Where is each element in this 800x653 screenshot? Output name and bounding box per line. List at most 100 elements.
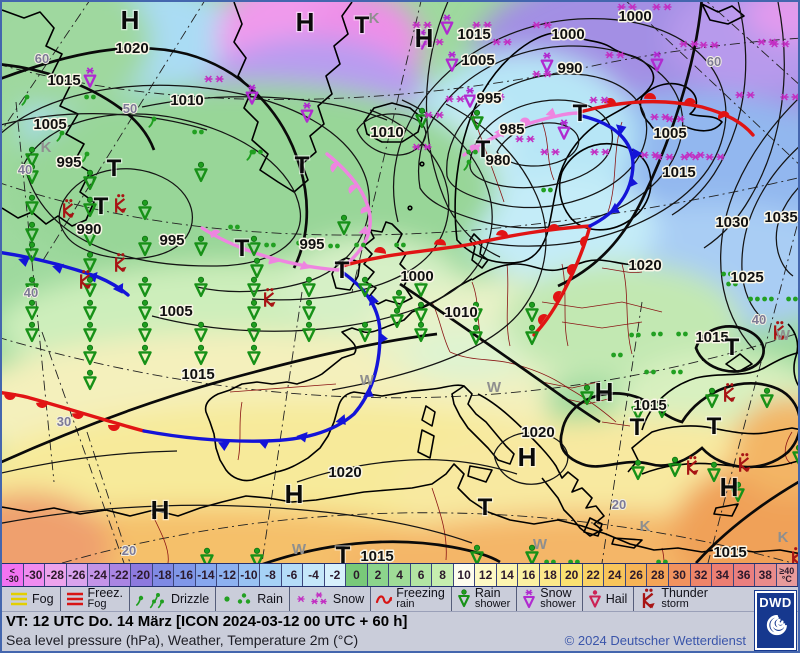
snow-icon: [296, 591, 328, 605]
legend-item-thunderstorm: Thunder storm: [634, 587, 714, 611]
scale-cell: 28: [647, 564, 669, 586]
legend-item-freezing-fog: Freez. Fog: [61, 587, 130, 611]
freezing-rain-icon: [376, 595, 394, 604]
scale-cell: -20: [131, 564, 153, 586]
pressure-label: 995: [299, 236, 324, 253]
pressure-label: 980: [485, 152, 510, 169]
pressure-label: 1015: [662, 164, 695, 181]
scale-cell: < -30: [2, 564, 24, 586]
legend-item-drizzle: Drizzle: [130, 587, 217, 611]
scale-cell: 14: [496, 564, 519, 586]
pressure-label: 995: [159, 232, 184, 249]
scale-cell: -22: [109, 564, 132, 586]
scale-cell: 4: [389, 564, 411, 586]
pressure-label: 1005: [461, 52, 494, 69]
freezing-fog-icon: [65, 592, 84, 606]
airmass-label: K: [778, 529, 789, 546]
airmass-label: K: [640, 518, 651, 535]
scale-cell: 2: [367, 564, 390, 586]
map-labels: 1020 1015 1010 1005 995 990 995 995 1000 1010 1005…: [17, 4, 798, 563]
pressure-label: 1015: [713, 544, 746, 561]
scale-cell: -10: [238, 564, 261, 586]
scale-cell: 18: [539, 564, 562, 586]
scale-cell: 38: [755, 564, 777, 586]
graticule-label: 60: [35, 51, 49, 66]
graticule-label: 40: [24, 285, 38, 300]
dwd-logo-text: DWD: [759, 595, 792, 610]
legend-item-hail: Hail: [583, 587, 635, 611]
high-center-label: H: [296, 7, 315, 37]
rain-shower-icon: [457, 588, 470, 608]
pressure-label: 1015: [633, 397, 666, 414]
pressure-label: 1020: [328, 464, 361, 481]
thunderstorm-icon: [643, 587, 657, 610]
legend-label: Hail: [605, 591, 628, 606]
airmass-label: W: [533, 536, 548, 553]
isobars-main: [2, 2, 798, 563]
airmass-label: K: [41, 139, 52, 156]
high-center-label: H: [151, 495, 170, 525]
valid-time-line: VT: 12 UTC Do. 14 März [ICON 2024-03-12 …: [6, 613, 408, 630]
legend-item-freezing-rain: Freezing rain: [371, 587, 452, 611]
airmass-label: W: [776, 327, 791, 344]
legend-item-snow-shower: Snow shower: [517, 587, 583, 611]
low-center-label: T: [725, 334, 740, 361]
pressure-label: 995: [56, 154, 81, 171]
parameter-line: Sea level pressure (hPa), Weather, Tempe…: [2, 631, 798, 651]
weather-legend: Fog Freez. Fog Drizzle Rain Snow Freezing…: [2, 587, 798, 612]
scale-cell: 0: [346, 564, 368, 586]
legend-label: Rain shower: [474, 586, 511, 610]
graticule-label: 50: [123, 101, 137, 116]
low-center-label: T: [707, 413, 722, 440]
legend-label: Thunder storm: [661, 586, 708, 610]
graticule-label: 20: [612, 497, 626, 512]
fronts: [2, 93, 755, 451]
pressure-label: 995: [476, 90, 501, 107]
pressure-label: 1015: [695, 329, 728, 346]
pressure-label: 1005: [33, 116, 66, 133]
high-center-label: H: [720, 472, 739, 502]
graticule-label: 40: [18, 162, 32, 177]
legend-label: Rain: [257, 591, 283, 606]
pressure-label: 1000: [551, 26, 584, 43]
airmass-label: K: [369, 10, 380, 27]
scale-cell: 30: [668, 564, 691, 586]
low-center-label: T: [235, 235, 250, 262]
low-center-label: T: [107, 155, 122, 182]
info-panel: < -30 -30 -28 -26 -24 -22 -20 -18 -16 -14 -12 -10 -8-…: [2, 564, 798, 651]
low-center-label: T: [94, 193, 109, 220]
dwd-spiral-icon: [766, 615, 787, 636]
pressure-label: 1005: [159, 303, 192, 320]
scale-cell: -28: [45, 564, 67, 586]
temperature-scale: < -30 -30 -28 -26 -24 -22 -20 -18 -16 -14 -12 -10 -8-…: [2, 564, 798, 587]
occluded-front-symbols: [210, 107, 557, 270]
dwd-logo: DWD: [754, 590, 797, 651]
scale-cell: 10: [453, 564, 476, 586]
low-center-label: T: [295, 152, 310, 179]
airmass-label: W: [292, 541, 307, 558]
hail-icon: [588, 589, 601, 608]
pressure-label: 1010: [170, 92, 203, 109]
scale-cell: 6: [410, 564, 433, 586]
legend-item-rain: Rain: [216, 587, 290, 611]
cold-front-symbols: [18, 124, 642, 451]
graticule-label: 30: [57, 414, 71, 429]
pressure-label: 1020: [521, 424, 554, 441]
legend-label: Fog: [32, 591, 54, 606]
pressure-label: 1015: [457, 26, 490, 43]
scale-cell: 24: [604, 564, 626, 586]
parameter-text: Sea level pressure (hPa), Weather, Tempe…: [6, 632, 359, 648]
scale-cell: -14: [195, 564, 218, 586]
airmass-label: W: [487, 379, 502, 396]
high-center-label: H: [415, 23, 434, 53]
legend-item-fog: Fog: [5, 587, 61, 611]
drizzle-icon: [135, 592, 165, 609]
low-center-label: T: [335, 257, 350, 284]
pressure-label: 1035: [764, 209, 797, 226]
legend-item-snow: Snow: [290, 587, 372, 611]
low-center-label: T: [355, 12, 370, 39]
scale-cell: -8: [260, 564, 282, 586]
pressure-label: 1015: [181, 366, 214, 383]
graticule: [2, 2, 798, 563]
